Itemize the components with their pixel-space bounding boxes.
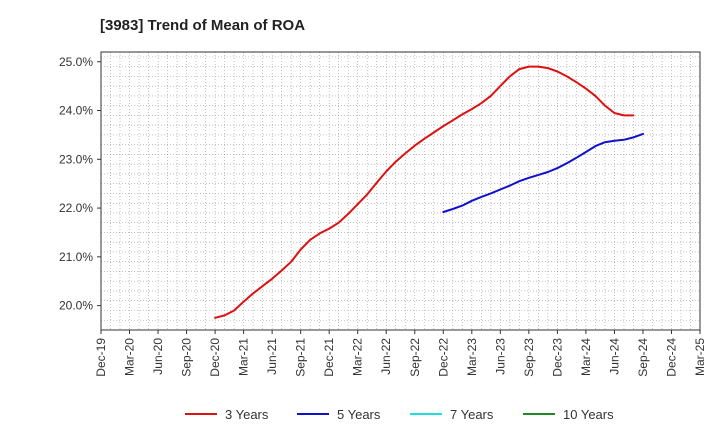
x-tick-label: Dec-24	[664, 338, 678, 377]
y-tick-label: 23.0%	[59, 152, 93, 166]
x-tick-label: Sep-24	[636, 338, 650, 377]
series-line-3-years	[214, 65, 635, 319]
x-tick-label: Jun-23	[493, 338, 507, 375]
x-tick-label: Mar-24	[579, 338, 593, 376]
x-tick-label: Mar-25	[693, 338, 707, 376]
x-tick-label: Jun-24	[607, 338, 621, 375]
series-line-5-years	[442, 132, 644, 213]
x-tick-label: Mar-22	[351, 338, 365, 376]
series-lines	[214, 65, 644, 319]
legend: 3 Years 5 Years 7 Years 10 Years	[185, 407, 614, 422]
y-tick-label: 21.0%	[59, 250, 93, 264]
x-tick-label: Sep-20	[180, 338, 194, 377]
legend-label: 7 Years	[450, 407, 494, 422]
x-tick-label: Dec-20	[208, 338, 222, 377]
x-tick-label: Jun-22	[379, 338, 393, 375]
x-tick-label: Mar-23	[465, 338, 479, 376]
legend-label: 5 Years	[337, 407, 381, 422]
x-tick-label: Sep-21	[294, 338, 308, 377]
plot-area	[100, 51, 701, 331]
y-tick-label: 24.0%	[59, 104, 93, 118]
x-tick-label: Sep-22	[408, 338, 422, 377]
legend-label: 10 Years	[563, 407, 614, 422]
x-tick-label: Dec-22	[436, 338, 450, 377]
x-tick-label: Sep-23	[522, 338, 536, 377]
x-tick-label: Dec-19	[94, 338, 108, 377]
y-axis: 20.0% 21.0% 22.0% 23.0% 24.0% 25.0%	[59, 55, 101, 313]
x-tick-label: Jun-21	[265, 338, 279, 375]
x-tick-label: Mar-21	[237, 338, 251, 376]
legend-label: 3 Years	[225, 407, 269, 422]
y-tick-label: 20.0%	[59, 299, 93, 313]
x-tick-label: Mar-20	[123, 338, 137, 376]
y-tick-label: 22.0%	[59, 201, 93, 215]
x-tick-label: Dec-23	[550, 338, 564, 377]
y-tick-label: 25.0%	[59, 55, 93, 69]
chart-title: [3983] Trend of Mean of ROA	[100, 17, 305, 34]
x-tick-label: Jun-20	[151, 338, 165, 375]
x-axis: Dec-19 Mar-20 Jun-20 Sep-20 Dec-20 Mar-21 Jun-…	[94, 330, 707, 377]
x-tick-label: Dec-21	[322, 338, 336, 377]
grid-lines	[101, 52, 700, 330]
